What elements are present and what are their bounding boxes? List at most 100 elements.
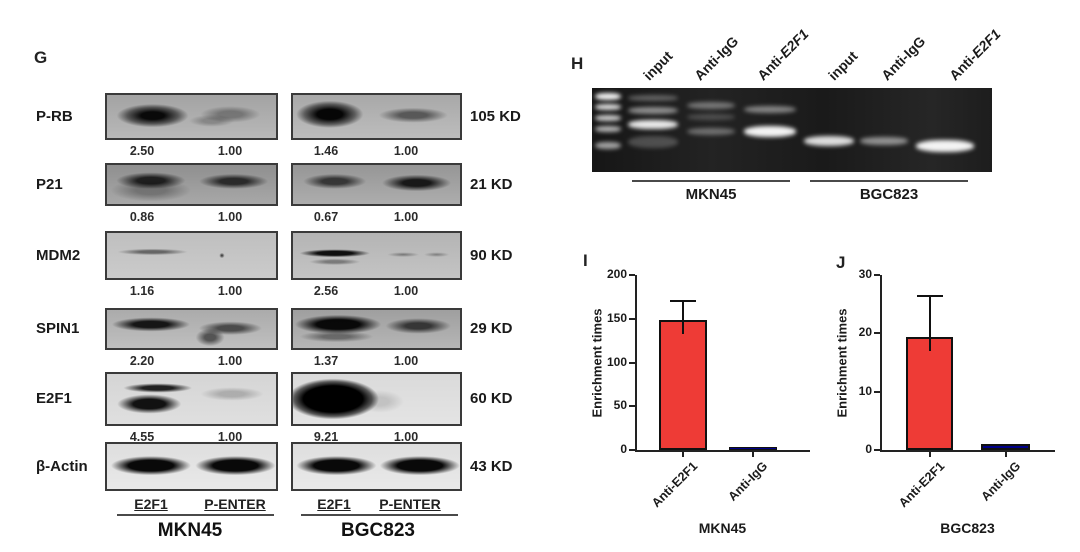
- lane-underline: [301, 514, 458, 516]
- x-tick-mark: [1004, 452, 1007, 457]
- gel-band: [595, 142, 621, 149]
- x-axis: [880, 450, 1055, 452]
- x-category-label: Anti-IgG: [978, 459, 1024, 504]
- gel-band: [628, 136, 678, 148]
- x-axis: [635, 450, 810, 452]
- panel-g-letter: G: [34, 48, 48, 67]
- y-axis: [635, 275, 637, 452]
- gel-band: [687, 102, 735, 109]
- error-bar-cap: [669, 299, 696, 302]
- y-tick-label: 10: [858, 383, 872, 398]
- y-tick-label: 200: [606, 267, 627, 281]
- y-tick-label: 150: [606, 310, 627, 325]
- band-quantification-value: 2.50: [129, 144, 155, 158]
- gel-lane-label-anti-igg: Anti-IgG: [691, 32, 742, 84]
- error-bar-cap: [916, 295, 943, 298]
- gel-band: [595, 104, 621, 110]
- y-tick-mark: [874, 390, 880, 393]
- mw-label-3: 29 KD: [470, 320, 513, 337]
- x-axis-title: BGC823: [940, 520, 995, 536]
- protein-label-0: P-RB: [36, 107, 73, 125]
- band-quantification-value: 1.00: [393, 144, 419, 158]
- band-quantification-value: 1.00: [393, 354, 419, 368]
- protein-label-4: E2F1: [36, 390, 72, 407]
- blot-image-bgc823-3: [291, 308, 462, 350]
- panel-letter-i: I: [583, 251, 588, 270]
- gel-band: [628, 120, 678, 129]
- x-category-label: Anti-E2F1: [649, 459, 701, 511]
- y-tick-label: 0: [865, 442, 872, 456]
- gel-group-underline: [810, 180, 968, 182]
- chart-mkn45-enrichment: I 0 50 100 150 200 Enrichment times MKN45 Anti-E…: [575, 245, 820, 545]
- panel-letter-j: J: [836, 253, 846, 272]
- gel-band: [804, 136, 854, 146]
- band-quantification-value: 1.16: [129, 284, 155, 298]
- blot-image-mkn45-5: [105, 442, 278, 491]
- y-tick-label: 100: [606, 354, 627, 369]
- blot-image-bgc823-2: [291, 231, 462, 280]
- band-quantification-value: 1.00: [217, 354, 243, 368]
- gel-band: [628, 107, 678, 114]
- x-tick-mark: [681, 452, 684, 457]
- gel-band: [687, 128, 735, 135]
- gel-group-label-mkn45: MKN45: [685, 186, 737, 203]
- band-quantification-value: 1.37: [313, 354, 339, 368]
- lane-underline: [117, 514, 274, 516]
- gel-lane-label-anti-e2f1: Anti-E2F1: [754, 25, 812, 84]
- chart-bgc823-enrichment: J 0 10 20 30 Enrichment times BGC823 Anti-E2F1 A…: [830, 245, 1075, 545]
- blot-image-mkn45-2: [105, 231, 278, 280]
- protein-label-3: SPIN1: [36, 320, 80, 337]
- bar-anti-e2f1: [906, 337, 953, 450]
- band-quantification-value: 4.55: [129, 430, 155, 444]
- band-quantification-value: 1.46: [313, 144, 339, 158]
- blot-image-mkn45-4: [105, 372, 278, 426]
- gel-group-label-bgc823: BGC823: [859, 186, 919, 203]
- bar-anti-igg: [728, 447, 777, 450]
- gel-image: [592, 88, 992, 172]
- gel-band: [916, 140, 974, 152]
- error-bar-line: [928, 295, 931, 352]
- lane-label-e2f1: E2F1: [134, 496, 168, 512]
- mw-label-2: 90 KD: [470, 246, 513, 264]
- cell-line-label-mkn45: MKN45: [157, 520, 223, 541]
- band-quantification-value: 0.86: [129, 210, 155, 224]
- y-tick-mark: [629, 317, 635, 320]
- band-quantification-value: 1.00: [393, 210, 419, 224]
- y-tick-mark: [629, 361, 635, 364]
- y-tick-mark: [629, 405, 635, 408]
- gel-band: [687, 114, 735, 120]
- blot-image-bgc823-0: [291, 93, 462, 140]
- band-quantification-value: 2.56: [313, 284, 339, 298]
- gel-band: [860, 137, 908, 145]
- x-category-label: Anti-IgG: [725, 459, 771, 504]
- y-tick-mark: [629, 274, 635, 276]
- band-quantification-value: 1.00: [217, 144, 243, 158]
- blot-image-bgc823-1: [291, 163, 462, 206]
- bar-anti-igg: [981, 444, 1030, 450]
- blot-image-mkn45-3: [105, 308, 278, 350]
- y-tick-mark: [874, 274, 880, 276]
- protein-label-2: MDM2: [36, 246, 81, 264]
- panel-h-gel: input Anti-IgG Anti-E2F1 input Anti-IgG Anti-…: [560, 0, 1080, 230]
- y-tick-mark: [874, 449, 880, 451]
- y-tick-label: 0: [620, 442, 627, 456]
- gel-band: [744, 126, 796, 137]
- mw-label-5: 43 KD: [470, 457, 513, 475]
- mw-label-4: 60 KD: [470, 390, 513, 407]
- gel-band: [595, 115, 621, 121]
- x-axis-title: MKN45: [698, 520, 747, 536]
- lane-label-e2f1: E2F1: [317, 496, 351, 512]
- band-quantification-value: 1.00: [217, 430, 243, 444]
- y-axis-title: Enrichment times: [589, 307, 605, 418]
- panel-h-letter: H: [571, 54, 584, 73]
- blot-image-bgc823-5: [291, 442, 462, 491]
- gel-band: [595, 126, 621, 132]
- y-tick-mark: [629, 449, 635, 451]
- y-axis-title: Enrichment times: [834, 307, 850, 418]
- mw-label-1: 21 KD: [470, 175, 513, 193]
- gel-lane-label-anti-igg: Anti-IgG: [878, 32, 929, 84]
- gel-band: [628, 95, 678, 101]
- protein-label-5: β-Actin: [36, 457, 88, 475]
- y-axis: [880, 275, 882, 452]
